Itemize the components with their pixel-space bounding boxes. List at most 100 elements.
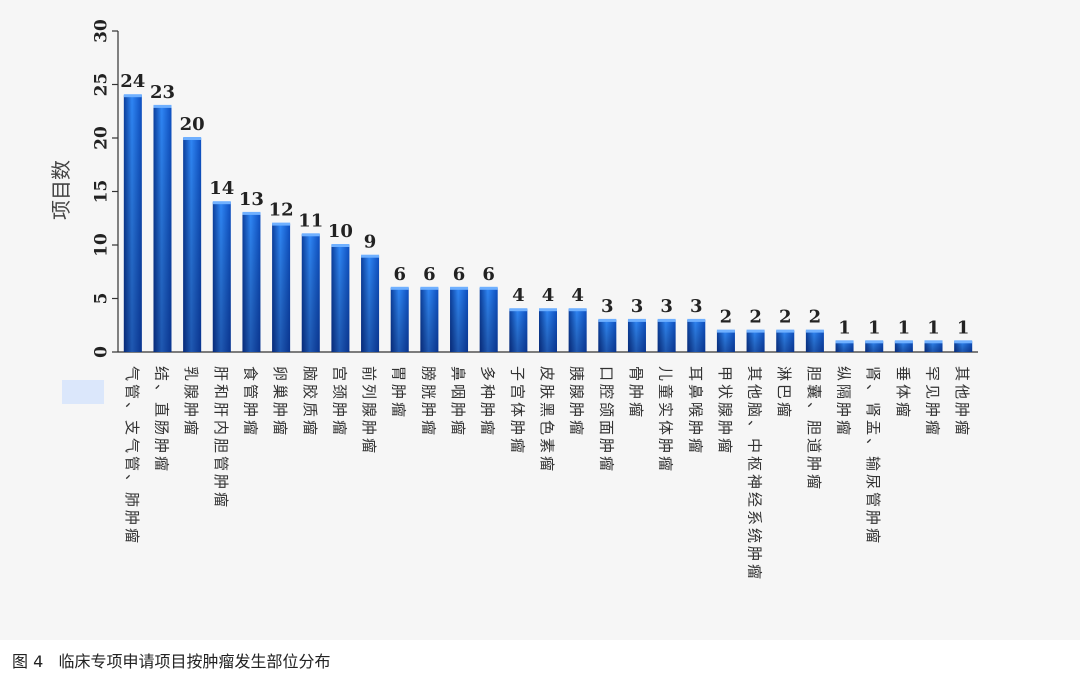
category-label: 罕见肿瘤: [924, 366, 942, 438]
bar-shade: [361, 255, 380, 352]
bar-shade: [746, 330, 765, 352]
category-label: 淋巴瘤: [775, 366, 793, 420]
category-labels: 气管、支气管、肺肿瘤 结、直肠肿瘤 乳腺肿瘤 肝和肝内胆管肿瘤 食管肿瘤 卵巢肿瘤 脑胶质瘤…: [123, 366, 971, 582]
data-label: 1: [957, 317, 970, 338]
bar-cap: [123, 94, 142, 98]
bar-shade: [598, 319, 617, 352]
bar-shade: [390, 287, 409, 352]
bar-shade: [894, 341, 913, 352]
data-label: 2: [779, 307, 792, 328]
data-label: 4: [571, 285, 584, 306]
category-label: 前列腺肿瘤: [360, 366, 378, 456]
bar-shade: [183, 138, 202, 352]
bar-cap: [598, 318, 617, 322]
data-label: 6: [453, 264, 466, 285]
category-label: 胃肿瘤: [390, 366, 408, 420]
category-label: 乳腺肿瘤: [182, 366, 200, 438]
bar-cap: [331, 244, 350, 247]
bar-cap: [242, 211, 261, 215]
category-label: 肝和肝内胆管肿瘤: [212, 366, 230, 510]
data-label: 6: [482, 264, 495, 285]
category-label: 鼻咽肿瘤: [449, 366, 467, 438]
category-label: 子宫体肿瘤: [508, 366, 526, 456]
category-label: 脑胶质瘤: [301, 366, 319, 438]
category-label: 卵巢肿瘤: [271, 366, 289, 438]
bar-cap: [479, 286, 498, 290]
y-tick-label: 5: [92, 293, 112, 305]
bar-shade: [450, 287, 469, 352]
y-tick-label: 15: [92, 180, 112, 204]
data-label: 6: [393, 264, 406, 285]
bar-shade: [687, 319, 706, 352]
data-label: 13: [239, 189, 264, 210]
bar-shade: [212, 202, 231, 352]
bar-shade: [242, 212, 261, 352]
data-label: 3: [601, 296, 614, 317]
bar-shade: [539, 309, 557, 352]
bar-cap: [509, 308, 528, 312]
category-label: 甲状腺肿瘤: [716, 366, 734, 456]
data-label: 14: [209, 178, 234, 199]
bar-cap: [420, 286, 439, 290]
bar-cap: [390, 286, 409, 290]
category-label: 胰腺肿瘤: [568, 366, 586, 438]
data-label: 23: [150, 82, 175, 103]
bar-cap: [568, 308, 587, 312]
category-label: 垂体瘤: [894, 366, 912, 420]
chart-figure: 项目数 0 5 10 15 20 25 30 24 23 20 14 13 12 11 10 9 6 6 6 6 4 4…: [49, 19, 978, 583]
bar-cap: [450, 286, 469, 290]
bar-shade: [835, 341, 854, 352]
data-label: 3: [690, 296, 703, 317]
category-label: 膀胱肿瘤: [419, 366, 437, 438]
bar-cap: [183, 137, 202, 140]
data-label: 1: [838, 317, 851, 338]
category-label: 其他肿瘤: [953, 366, 971, 438]
bar-cap: [776, 329, 795, 333]
bar-cap: [539, 308, 557, 312]
bar-cap: [746, 329, 765, 333]
bar-shade: [568, 309, 587, 352]
bar-cap: [301, 233, 320, 237]
category-label: 儿童实体肿瘤: [657, 366, 675, 474]
data-label: 10: [328, 221, 353, 242]
category-label: 结、直肠肿瘤: [152, 366, 170, 474]
y-tick-label: 10: [92, 233, 112, 257]
bar-shade: [479, 287, 498, 352]
bar-shade: [924, 341, 943, 352]
y-tick-label: 0: [92, 346, 112, 358]
category-label: 食管肿瘤: [241, 366, 259, 438]
category-label: 耳鼻喉肿瘤: [686, 366, 704, 456]
bar-cap: [212, 201, 231, 205]
category-label: 其他脑、中枢神经系统肿瘤: [746, 366, 764, 582]
bar-cap: [924, 340, 943, 344]
data-label: 4: [512, 285, 525, 306]
bar-cap: [627, 318, 646, 322]
bar-shade: [301, 234, 320, 352]
legend-swatch: [62, 380, 104, 404]
category-label: 口腔颌面肿瘤: [597, 366, 615, 474]
bar-shade: [657, 319, 676, 352]
bar-cap: [805, 329, 824, 333]
bar-cap: [835, 340, 854, 344]
bar-shade: [805, 330, 824, 352]
bar-cap: [954, 340, 973, 344]
data-label: 2: [749, 307, 762, 328]
data-label: 6: [423, 264, 436, 285]
data-label: 2: [720, 307, 733, 328]
bar-cap: [272, 222, 291, 226]
bar-cap: [687, 318, 706, 322]
category-label: 多种肿瘤: [479, 366, 497, 438]
y-tick-label: 20: [92, 126, 112, 150]
y-axis-title: 项目数: [49, 160, 73, 220]
bar-shade: [509, 309, 528, 352]
data-label: 3: [660, 296, 673, 317]
category-label: 胆囊、胆道肿瘤: [805, 366, 823, 492]
category-label: 肾、肾盂、输尿管肿瘤: [864, 366, 882, 546]
data-label: 24: [120, 71, 145, 92]
bar-cap: [657, 318, 676, 322]
bar-cap: [153, 104, 172, 108]
data-label: 20: [180, 114, 205, 135]
bar-shade: [776, 330, 795, 352]
